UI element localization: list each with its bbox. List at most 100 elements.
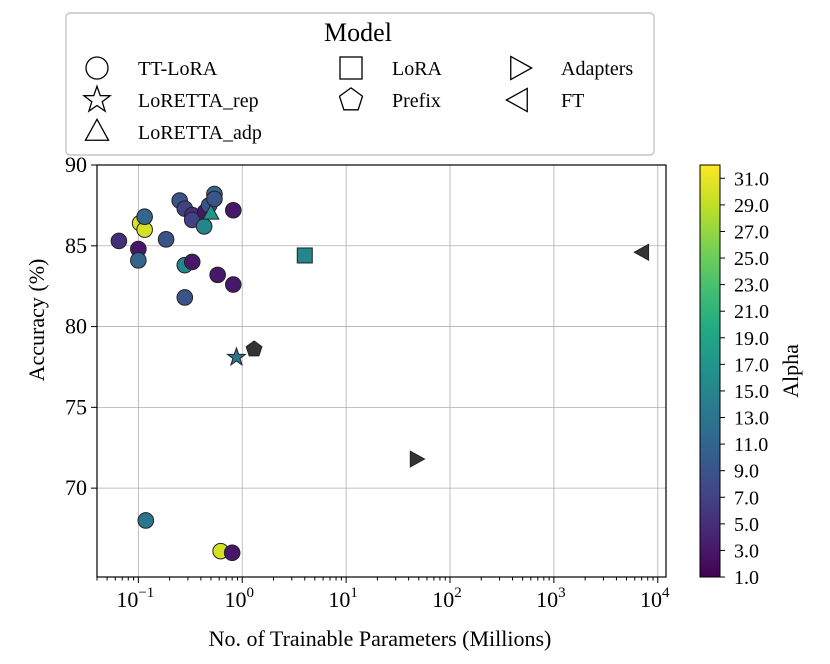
legend-marker-star-icon [82,84,112,113]
point-marker [137,512,155,529]
x-tick-label: 103 [536,585,566,612]
point-marker [202,203,220,220]
data-point-tt-lora [183,253,201,271]
legend-label: LoRETTA_rep [138,90,259,112]
legend-entry: Prefix [338,87,441,112]
colorbar-tick-label: 21.0 [734,301,769,323]
colorbar-tick-label: 3.0 [734,540,759,562]
y-tick-label: 85 [65,233,87,258]
legend-marker-square-icon [339,56,363,80]
colorbar-tick-label: 23.0 [734,275,769,297]
y-tick-label: 80 [65,314,87,339]
data-point-tt-lora [206,190,223,208]
legend-entries: TT-LoRA LoRA Adapters LoRETTA_rep Prefix FT Lo… [82,55,633,144]
colorbar-tick-label: 15.0 [734,381,769,403]
data-point-tt-lora [224,276,242,293]
colorbar-tick-label: 11.0 [734,434,768,456]
legend-marker-circle-icon [85,56,109,80]
data-point-loretta-adp [202,203,220,220]
data-points [110,185,650,562]
colorbar-tick-label: 25.0 [734,248,769,270]
legend-marker-triangle-up-icon [84,118,110,141]
colorbar-tick-label: 29.0 [734,195,769,217]
colorbar: 1.0 3.0 5.0 7.0 9.0 11.0 13.0 15.0 17.0 19.0 21.0 2… [699,164,803,589]
plot-area: 10−1 100 101 102 103 104 70 75 80 85 90 [65,152,670,612]
data-point-prefix [245,340,263,357]
grid [97,164,666,577]
legend-label: Adapters [561,58,633,80]
point-marker [224,276,242,293]
data-point-tt-lora [136,208,153,226]
x-tick-label: 104 [640,585,670,612]
colorbar-tick-label: 31.0 [734,168,769,190]
data-point-tt-lora [137,512,155,529]
point-marker [110,232,128,250]
legend-label: LoRA [392,58,443,80]
point-marker [136,208,153,226]
colorbar-label: Alpha [778,344,803,398]
point-marker [157,231,175,248]
colorbar-ticks: 1.0 3.0 5.0 7.0 9.0 11.0 13.0 15.0 17.0 19.0 21.0 2… [720,168,769,589]
data-point-adapters [409,450,426,468]
y-tick-label: 75 [65,394,87,419]
data-point-tt-lora [176,289,194,306]
axes-frame [96,164,667,578]
point-marker [206,190,223,208]
x-tick-label: 101 [328,585,358,612]
legend-entry: TT-LoRA [85,56,218,80]
legend-label: LoRETTA_adp [138,122,262,144]
y-tick-label: 70 [65,475,87,500]
data-point-ft [633,243,650,261]
point-marker [245,340,263,357]
x-tick-label: 102 [432,585,462,612]
data-point-tt-lora [130,252,147,269]
legend-entry: Adapters [510,55,633,81]
legend-label: FT [561,90,584,112]
x-axis-label: No. of Trainable Parameters (Millions) [209,626,552,651]
colorbar-tick-label: 5.0 [734,514,759,536]
point-marker [633,243,650,261]
point-marker [209,266,226,284]
y-axis-ticks: 70 75 80 85 90 [65,152,97,500]
legend-label: TT-LoRA [138,58,218,80]
point-marker [224,201,242,219]
point-marker [409,450,426,468]
point-marker [296,247,313,264]
x-axis-ticks: 10−1 100 101 102 103 104 [96,577,670,612]
data-point-tt-lora [110,232,128,250]
colorbar-tick-label: 1.0 [734,567,759,589]
legend: Model TT-LoRA LoRA Adapters LoRETTA_rep Pref… [65,12,655,156]
point-marker [176,289,194,306]
colorbar-tick-label: 17.0 [734,354,769,376]
point-marker [183,253,201,271]
point-marker [223,544,241,562]
legend-marker-pentagon-icon [338,87,364,111]
data-point-tt-lora [223,544,241,562]
colorbar-tick-label: 7.0 [734,487,759,509]
x-tick-label: 10−1 [116,585,154,612]
y-tick-label: 90 [65,152,87,177]
data-point-tt-lora [224,201,242,219]
data-point-loretta-rep [226,346,247,367]
legend-entry: LoRETTA_adp [84,118,262,144]
point-marker [226,346,247,367]
colorbar-tick-label: 27.0 [734,221,769,243]
legend-entry: LoRETTA_rep [82,84,259,113]
x-tick-label: 100 [224,585,254,612]
data-point-tt-lora [209,266,226,284]
legend-marker-triangle-left-icon [505,87,528,113]
colorbar-tick-label: 13.0 [734,408,769,430]
legend-title: Model [324,18,392,47]
colorbar-tick-label: 9.0 [734,461,759,483]
point-marker [195,218,213,235]
colorbar-gradient [699,164,721,578]
legend-marker-triangle-right-icon [510,55,533,81]
data-point-tt-lora [157,231,175,248]
legend-entry: LoRA [339,56,443,80]
legend-label: Prefix [392,90,441,112]
y-axis-label: Accuracy (%) [24,259,49,382]
colorbar-tick-label: 19.0 [734,328,769,350]
legend-frame [65,12,655,156]
point-marker [130,252,147,269]
